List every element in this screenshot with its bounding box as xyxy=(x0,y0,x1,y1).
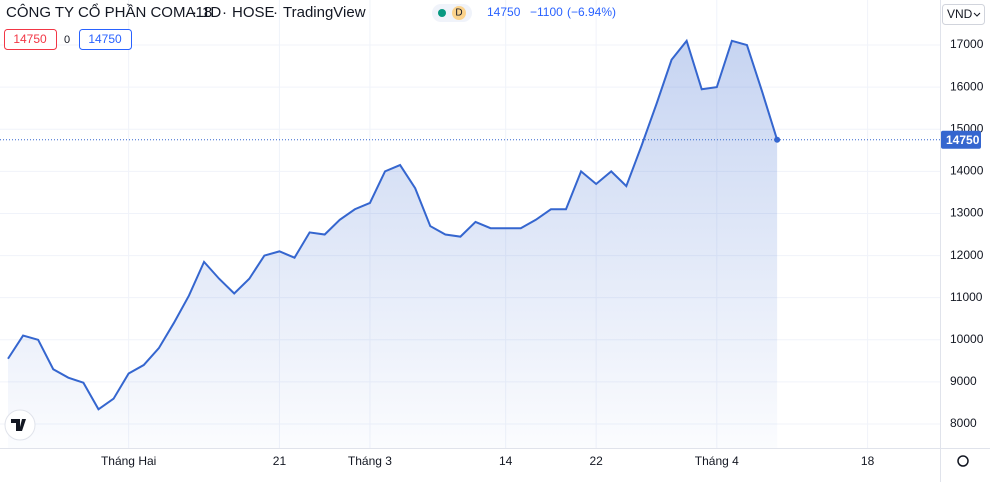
ohlc-badge: 0 xyxy=(64,34,70,46)
x-tick-label: 14 xyxy=(499,454,513,468)
badge-bg xyxy=(452,6,466,20)
currency-button[interactable] xyxy=(942,4,985,25)
badge-box xyxy=(79,29,132,50)
last-price-label: 14750 xyxy=(946,133,980,147)
x-tick-label: 21 xyxy=(273,454,287,468)
y-tick-label: 10000 xyxy=(950,332,984,346)
chevron xyxy=(973,12,981,17)
area-fill xyxy=(7,40,778,449)
y-tick-label: 14000 xyxy=(950,164,984,178)
currency[interactable]: VND xyxy=(947,7,973,21)
settings-icon[interactable] xyxy=(957,455,969,467)
interval: 1D xyxy=(202,4,221,21)
change-pct: (−6.94%) xyxy=(567,5,616,19)
change: −1100 xyxy=(530,5,563,19)
price: 14750 xyxy=(487,5,521,19)
ohlc-badge: 14750 xyxy=(13,32,47,46)
y-tick-label: 12000 xyxy=(950,248,984,262)
tv-logo-mark xyxy=(11,419,26,431)
chart-title: CÔNG TY CỔ PHẦN COMA18 xyxy=(6,3,212,21)
price-line xyxy=(7,38,779,411)
last-point xyxy=(774,136,781,143)
last-price-box xyxy=(941,130,981,149)
y-tick-label: 13000 xyxy=(950,206,984,220)
x-tick-label: 18 xyxy=(861,454,875,468)
status-dot xyxy=(438,9,446,17)
source: TradingView xyxy=(283,4,366,21)
x-tick-label: Tháng 3 xyxy=(348,454,392,468)
x-tick-label: Tháng Hai xyxy=(101,454,156,468)
exchange: HOSE xyxy=(232,4,275,21)
sep: · xyxy=(273,4,278,21)
badge: D xyxy=(455,8,462,19)
ohlc-badge: 14750 xyxy=(88,32,122,46)
y-tick-label: 9000 xyxy=(950,374,977,388)
y-tick-label: 11000 xyxy=(950,290,983,304)
y-tick-label: 17000 xyxy=(950,37,984,51)
badge-box xyxy=(4,29,57,50)
sep: · xyxy=(192,4,197,21)
y-tick-label: 8000 xyxy=(950,416,977,430)
x-tick-label: Tháng 4 xyxy=(695,454,739,468)
y-tick-label: 16000 xyxy=(950,79,984,93)
sep: · xyxy=(222,4,227,21)
x-tick-label: 22 xyxy=(589,454,603,468)
